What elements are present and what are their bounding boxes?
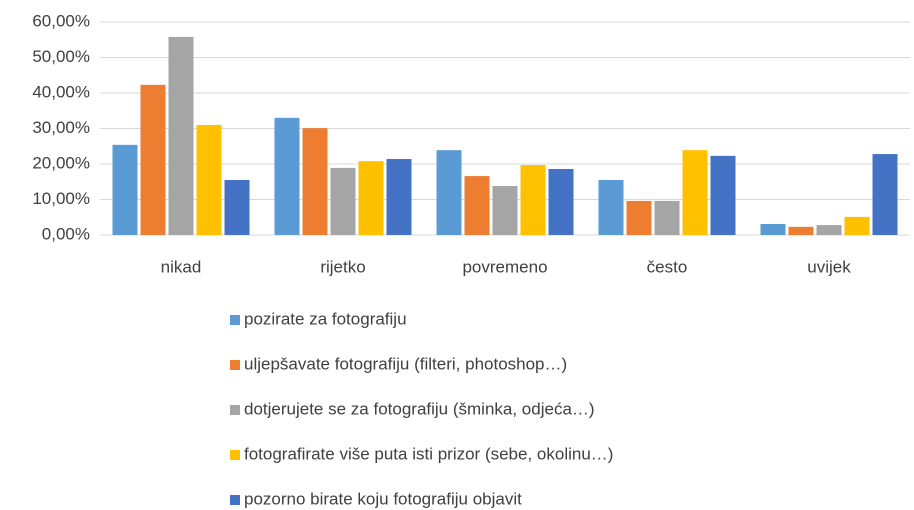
bar <box>654 200 680 235</box>
x-tick-label: rijetko <box>320 257 365 276</box>
bar <box>816 225 842 235</box>
y-tick-label: 0,00% <box>42 224 90 243</box>
y-tick-label: 40,00% <box>32 82 90 101</box>
legend-label: uljepšavate fotografiju (filteri, photos… <box>244 354 567 373</box>
bar <box>520 165 546 235</box>
bar <box>598 179 624 235</box>
bar <box>112 144 138 235</box>
x-tick-label: uvijek <box>807 257 851 276</box>
bar <box>872 154 898 235</box>
legend-swatch <box>230 360 240 370</box>
legend-swatch <box>230 405 240 415</box>
legend-swatch <box>230 450 240 460</box>
bar <box>330 167 356 235</box>
bar <box>386 159 412 235</box>
legend-swatch <box>230 315 240 325</box>
bar <box>548 168 574 235</box>
bar <box>710 155 736 235</box>
bar <box>760 223 786 235</box>
bar <box>358 161 384 235</box>
legend-swatch <box>230 495 240 505</box>
bar <box>140 84 166 236</box>
bar <box>168 36 194 235</box>
legend-label: dotjerujete se za fotografiju (šminka, o… <box>244 399 595 418</box>
x-tick-label: nikad <box>161 257 202 276</box>
y-tick-label: 10,00% <box>32 189 90 208</box>
x-tick-label: povremeno <box>462 257 547 276</box>
bar <box>436 150 462 235</box>
y-tick-label: 20,00% <box>32 153 90 172</box>
bar <box>788 226 814 235</box>
bar <box>626 200 652 235</box>
y-tick-label: 60,00% <box>32 11 90 30</box>
bar <box>844 216 870 235</box>
legend-label: fotografirate više puta isti prizor (seb… <box>244 444 613 463</box>
y-tick-label: 30,00% <box>32 118 90 137</box>
bar <box>274 117 300 235</box>
y-tick-label: 50,00% <box>32 47 90 66</box>
bar <box>196 124 222 235</box>
legend-label: pozorno birate koju fotografiju objavit <box>244 489 522 508</box>
bar <box>302 128 328 235</box>
legend-label: pozirate za fotografiju <box>244 309 407 328</box>
bar <box>492 186 518 235</box>
bar <box>464 176 490 235</box>
bar <box>224 179 250 235</box>
bar <box>682 150 708 235</box>
x-tick-label: često <box>647 257 688 276</box>
